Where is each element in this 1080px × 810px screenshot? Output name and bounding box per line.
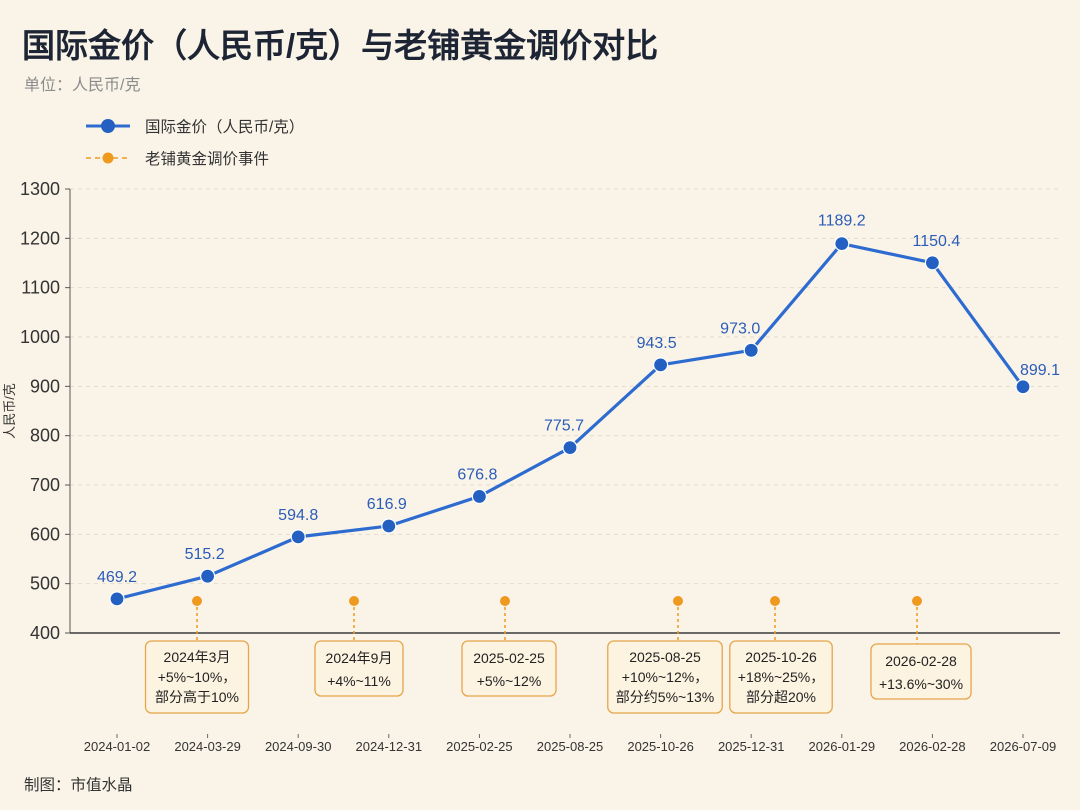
x-tick-label: 2024-09-30: [265, 739, 332, 754]
x-axis: 2024-01-02 2024-03-29 2024-09-30 2024-12-31…: [70, 632, 1060, 754]
gold-price-point: [834, 236, 850, 252]
price-event-change: +4%~11%: [327, 673, 391, 689]
y-tick-label: 1300: [20, 179, 60, 199]
gold-price-point: [200, 568, 216, 584]
y-gridlines: [70, 188, 1060, 585]
gold-price-data-label: 943.5: [637, 335, 677, 352]
x-tick-label: 2026-07-09: [990, 739, 1057, 754]
y-axis-label: 人民币/克: [2, 383, 17, 439]
price-event-note: 部分约5%~13%: [616, 689, 714, 705]
price-event-change: +18%~25%，: [738, 669, 824, 685]
price-event-note: 部分高于10%: [155, 689, 239, 705]
y-tick-label: 800: [30, 426, 60, 446]
price-event-date: 2026-02-28: [885, 653, 957, 669]
price-event-marker: [673, 596, 683, 606]
price-event-marker: [770, 596, 780, 606]
footer-credit: 制图：市值水晶: [24, 776, 133, 794]
gold-price-data-label: 973.0: [720, 320, 760, 337]
gold-price-data-label: 616.9: [367, 496, 407, 513]
price-event-box: [607, 640, 723, 714]
price-event: 2025-08-25 +10%~12%， 部分约5%~13%: [607, 596, 723, 714]
price-event: 2024年3月 +5%~10%， 部分高于10%: [144, 596, 250, 714]
x-tick-label: 2024-03-29: [174, 739, 241, 754]
price-event: 2026-02-28 +13.6%~30%: [870, 596, 972, 700]
gold-price-point: [109, 591, 125, 607]
price-event-box: [144, 640, 250, 714]
gold-price-data-label: 515.2: [185, 546, 225, 563]
y-tick-label: 400: [30, 623, 60, 643]
gold-price-data-label: 469.2: [97, 569, 137, 586]
x-tick-label: 2025-10-26: [627, 739, 694, 754]
gold-price-point: [471, 488, 487, 505]
price-event-date: 2024年9月: [326, 650, 393, 666]
gold-price-point: [381, 518, 397, 534]
price-event: 2024年9月 +4%~11%: [314, 596, 404, 697]
gold-price-data-label: 899.1: [1020, 362, 1060, 379]
x-tick-label: 2026-02-28: [899, 739, 966, 754]
x-tick-label: 2025-12-31: [718, 739, 785, 754]
price-event-marker: [349, 596, 359, 606]
y-tick-label: 1200: [20, 228, 60, 248]
legend: 国际金价（人民币/克） 老铺黄金调价事件: [86, 118, 304, 168]
gold-price-point: [743, 342, 759, 358]
price-events: 2024年3月 +5%~10%， 部分高于10% 2024年9月 +4%~11% 2025…: [144, 596, 972, 714]
y-tick-label: 900: [30, 376, 60, 396]
gold-price-point: [652, 357, 669, 373]
legend-label-price-events: 老铺黄金调价事件: [145, 150, 269, 168]
price-event-box: [314, 640, 404, 697]
gold-price-point: [290, 529, 306, 545]
price-event: 2025-10-26 +18%~25%， 部分超20%: [729, 596, 833, 714]
gold-price-point: [1015, 379, 1031, 395]
y-tick-label: 1100: [21, 278, 60, 298]
price-event-change: +13.6%~30%: [879, 676, 963, 692]
legend-label-gold-price: 国际金价（人民币/克）: [145, 118, 304, 136]
gold-price-point: [562, 440, 578, 456]
legend-item-gold-price: 国际金价（人民币/克）: [86, 118, 304, 136]
price-event-marker: [912, 596, 922, 606]
price-event-change: +5%~10%，: [158, 669, 237, 685]
price-event-date: 2025-02-25: [473, 650, 545, 666]
price-event-box: [729, 640, 833, 714]
chart-title: 国际金价（人民币/克）与老铺黄金调价对比: [22, 27, 658, 64]
gold-price-data-label: 1150.4: [913, 233, 961, 250]
price-event-box: [870, 643, 972, 700]
gold-price-data-label: 676.8: [457, 466, 497, 483]
price-event-box: [461, 640, 557, 697]
gold-price-data-label: 1189.2: [818, 213, 866, 230]
x-tick-label: 2025-02-25: [446, 739, 513, 754]
price-event-change: +5%~12%: [477, 673, 542, 689]
y-tick-label: 600: [30, 524, 60, 544]
gold-price-point: [924, 255, 941, 271]
gold-price-data-label: 775.7: [544, 418, 584, 435]
gold-price-series: 469.2 515.2 594.8 616.9 676.8 775.7 943.5 973.0…: [97, 213, 1060, 607]
legend-point-swatch: [101, 119, 115, 133]
y-tick-label: 1000: [20, 327, 60, 347]
y-tick-label: 500: [30, 574, 60, 594]
gold-price-data-label: 594.8: [278, 507, 318, 524]
legend-event-dot-swatch: [102, 152, 114, 164]
price-event: 2025-02-25 +5%~12%: [461, 596, 557, 697]
y-axis: 400 500 600 700 800 900 1000 1100 1200 1300: [20, 179, 71, 643]
price-event-note: 部分超20%: [746, 689, 816, 705]
price-event-date: 2025-10-26: [745, 649, 817, 665]
x-tick-label: 2026-01-29: [809, 739, 876, 754]
y-tick-label: 700: [30, 475, 60, 495]
price-event-change: +10%~12%，: [622, 669, 708, 685]
legend-item-price-events: 老铺黄金调价事件: [86, 150, 269, 168]
chart-subtitle: 单位：人民币/克: [24, 76, 140, 94]
x-tick-label: 2025-08-25: [537, 739, 604, 754]
price-event-date: 2025-08-25: [629, 649, 701, 665]
x-tick-label: 2024-12-31: [356, 739, 423, 754]
x-tick-label: 2024-01-02: [84, 739, 151, 754]
price-event-date: 2024年3月: [164, 649, 231, 665]
price-event-marker: [500, 596, 510, 606]
price-event-marker: [192, 596, 202, 606]
